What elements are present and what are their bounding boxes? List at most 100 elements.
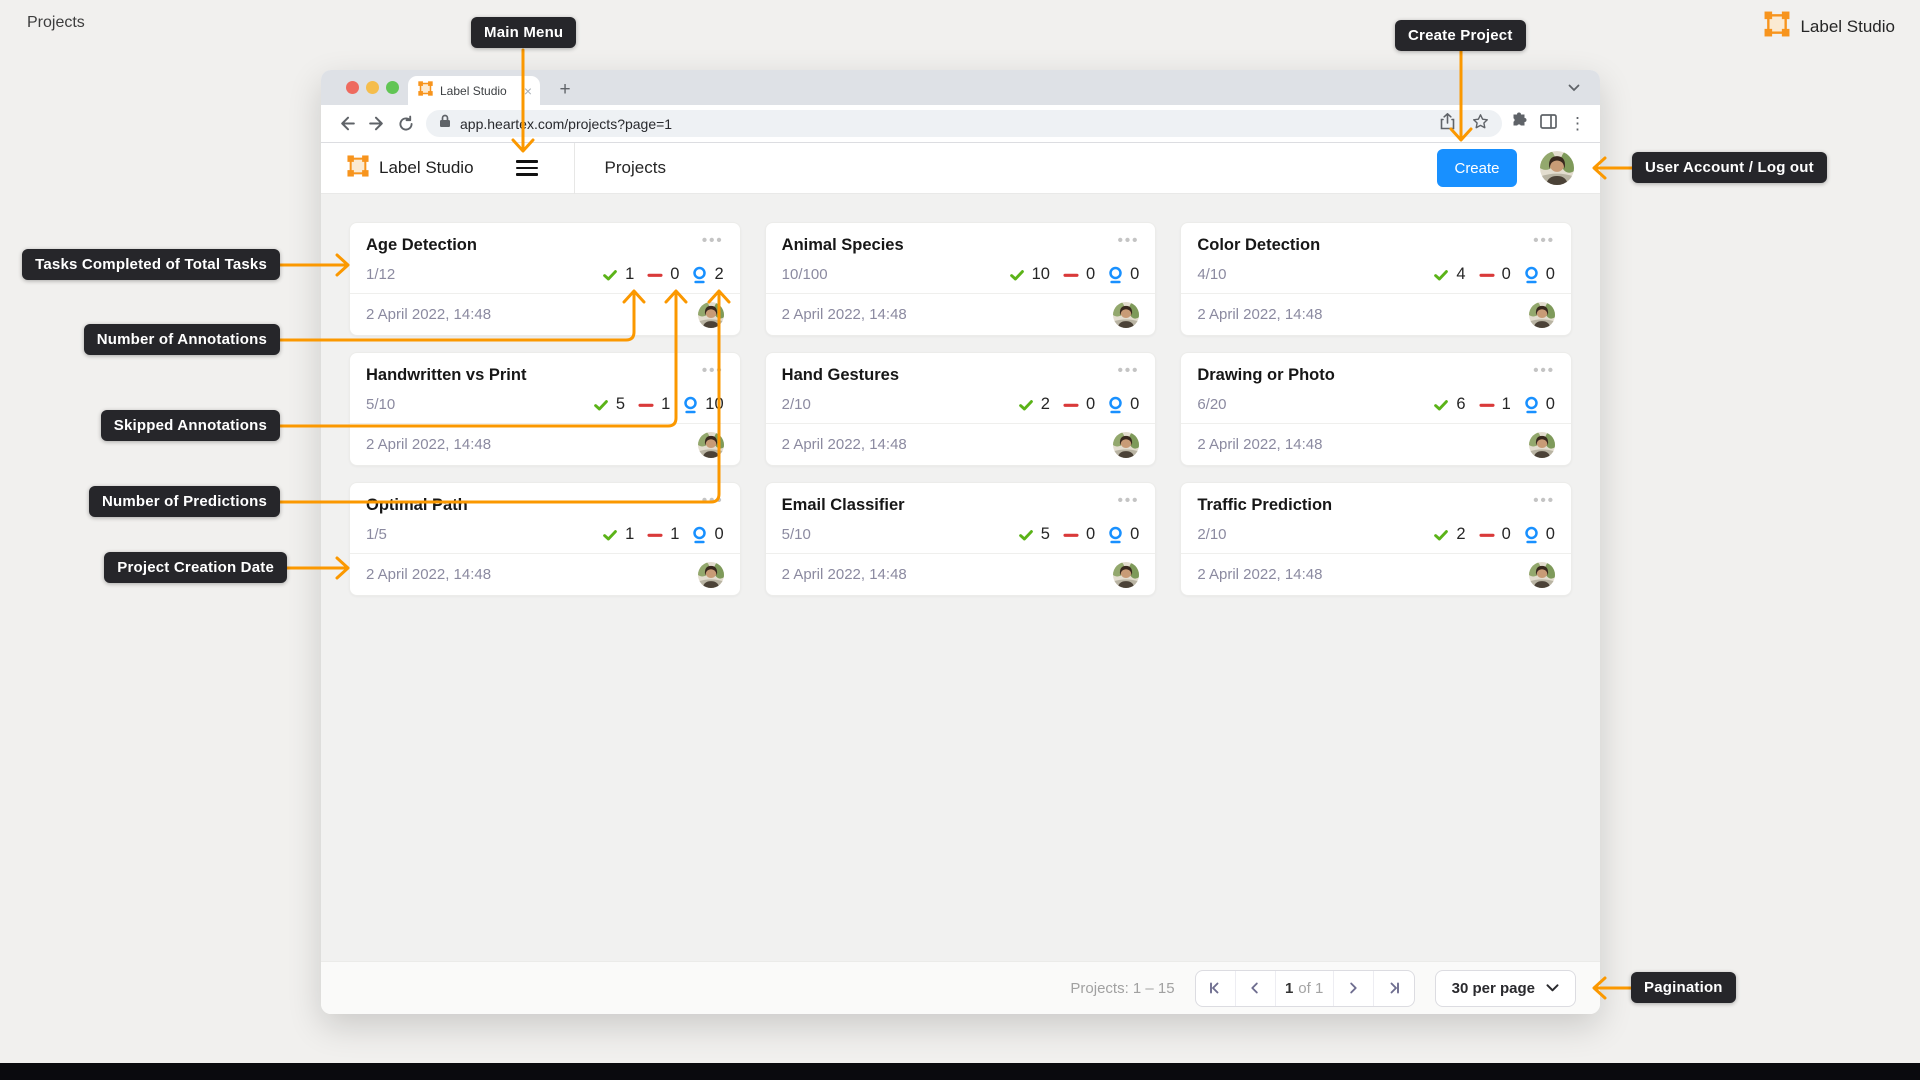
project-title[interactable]: Traffic Prediction [1197,496,1333,514]
callout-predictions: Number of Predictions [88,486,280,517]
project-card[interactable]: Traffic Prediction ••• 2/10 2 0 0 2 Apri… [1180,482,1572,596]
side-panel-icon[interactable] [1540,113,1557,134]
close-window-button[interactable] [346,81,359,94]
bookmark-star-icon[interactable] [1472,113,1489,135]
check-icon [1009,269,1024,280]
main-menu-hamburger-icon[interactable] [515,160,538,176]
share-icon[interactable] [1440,112,1455,135]
project-title[interactable]: Email Classifier [781,496,905,514]
project-menu-icon[interactable]: ••• [1533,232,1555,249]
user-avatar[interactable] [1540,151,1574,185]
projects-range-label: Projects: 1 – 15 [1070,979,1175,997]
project-card[interactable]: Handwritten vs Print ••• 5/10 5 1 10 2 A… [349,352,741,466]
annotations-count: 2 [1456,525,1466,543]
annotations-count: 1 [625,525,635,543]
project-title[interactable]: Handwritten vs Print [366,366,527,384]
project-card[interactable]: Drawing or Photo ••• 6/20 6 1 0 2 April … [1180,352,1572,466]
project-menu-icon[interactable]: ••• [701,492,724,509]
project-card[interactable]: Optimal Path ••• 1/5 1 1 0 2 April 2022,… [349,482,741,596]
new-tab-button[interactable]: + [559,79,571,100]
project-created-date: 2 April 2022, 14:48 [781,436,907,453]
project-member-avatar[interactable] [697,431,724,458]
annotations-stat: 1 [602,265,634,284]
minimize-window-button[interactable] [366,81,379,94]
project-menu-icon[interactable]: ••• [701,362,724,379]
predictions-icon [1525,526,1538,543]
callout-tasks-completed: Tasks Completed of Total Tasks [22,249,280,280]
annotations-stat: 2 [1433,525,1466,544]
page-bottom-bar [0,1063,1920,1080]
project-menu-icon[interactable]: ••• [1533,362,1555,379]
project-member-avatar[interactable] [1528,301,1555,328]
project-stats: 1 0 2 [602,265,724,284]
project-progress: 2/10 [1197,526,1227,543]
browser-tab[interactable]: Label Studio × [408,76,540,105]
brand-topright: Label Studio [1764,11,1895,42]
annotations-count: 2 [1040,395,1050,413]
label-studio-logo-icon [1764,11,1790,42]
first-page-button[interactable] [1196,970,1236,1006]
project-member-avatar[interactable] [1113,301,1140,328]
project-member-avatar[interactable] [1113,561,1140,588]
project-title[interactable]: Hand Gestures [781,366,900,384]
predictions-stat: 0 [1108,525,1139,544]
project-progress: 5/10 [366,396,396,413]
project-stats: 6 1 0 [1433,395,1555,414]
projects-content: Age Detection ••• 1/12 1 0 2 2 April 202… [321,194,1600,961]
project-progress: 1/12 [366,266,396,283]
app-footer: Projects: 1 – 15 1 of 1 30 per page [321,961,1600,1014]
back-icon[interactable] [333,109,362,138]
project-member-avatar[interactable] [1528,431,1555,458]
url-text[interactable]: app.heartex.com/projects?page=1 [460,115,673,132]
project-card[interactable]: Animal Species ••• 10/100 10 0 0 2 April… [764,222,1157,336]
project-created-date: 2 April 2022, 14:48 [366,306,492,323]
project-member-avatar[interactable] [1113,431,1140,458]
window-controls[interactable] [346,81,399,94]
reload-icon[interactable] [391,109,420,138]
project-menu-icon[interactable]: ••• [1117,232,1140,249]
project-title[interactable]: Drawing or Photo [1197,366,1335,384]
next-page-button[interactable] [1334,970,1374,1006]
project-progress: 4/10 [1197,266,1227,283]
forward-icon[interactable] [362,109,391,138]
project-member-avatar[interactable] [697,301,724,328]
tab-search-chevron-icon[interactable] [1568,79,1580,97]
last-page-button[interactable] [1374,971,1414,1006]
previous-page-button[interactable] [1236,970,1276,1006]
extensions-puzzle-icon[interactable] [1510,112,1528,135]
zoom-window-button[interactable] [386,81,399,94]
per-page-dropdown[interactable]: 30 per page [1434,969,1576,1007]
current-page: 1 [1284,979,1294,997]
annotations-count: 6 [1456,395,1466,413]
project-menu-icon[interactable]: ••• [1117,492,1140,509]
url-bar[interactable]: app.heartex.com/projects?page=1 [426,110,1502,137]
project-menu-icon[interactable]: ••• [1533,492,1555,509]
callout-annotations: Number of Annotations [83,324,280,355]
avatar-photo [1113,301,1140,328]
project-title[interactable]: Animal Species [781,236,904,254]
create-project-button[interactable]: Create [1437,149,1517,187]
project-member-avatar[interactable] [697,561,724,588]
minus-icon [647,273,663,277]
project-menu-icon[interactable]: ••• [1117,362,1140,379]
project-title[interactable]: Optimal Path [366,496,468,514]
project-progress: 6/20 [1197,396,1227,413]
browser-menu-icon[interactable]: ⋮ [1569,114,1586,133]
project-card[interactable]: Email Classifier ••• 5/10 5 0 0 2 April … [764,482,1157,596]
callout-user-account: User Account / Log out [1632,152,1827,183]
project-card[interactable]: Color Detection ••• 4/10 4 0 0 2 April 2… [1180,222,1572,336]
project-member-avatar[interactable] [1528,561,1555,588]
app-logo-icon [347,154,369,182]
project-menu-icon[interactable]: ••• [701,232,724,249]
tab-close-icon[interactable]: × [523,82,532,99]
annotations-stat: 5 [593,395,625,414]
project-card[interactable]: Hand Gestures ••• 2/10 2 0 0 2 April 202… [764,352,1157,466]
predictions-stat: 0 [1108,395,1139,414]
predictions-icon [1109,266,1122,283]
predictions-icon [684,396,698,413]
page-indicator: 1 of 1 [1276,970,1334,1006]
minus-icon [1063,273,1079,277]
project-title[interactable]: Color Detection [1197,236,1321,254]
project-card[interactable]: Age Detection ••• 1/12 1 0 2 2 April 202… [349,222,741,336]
project-title[interactable]: Age Detection [366,236,477,254]
